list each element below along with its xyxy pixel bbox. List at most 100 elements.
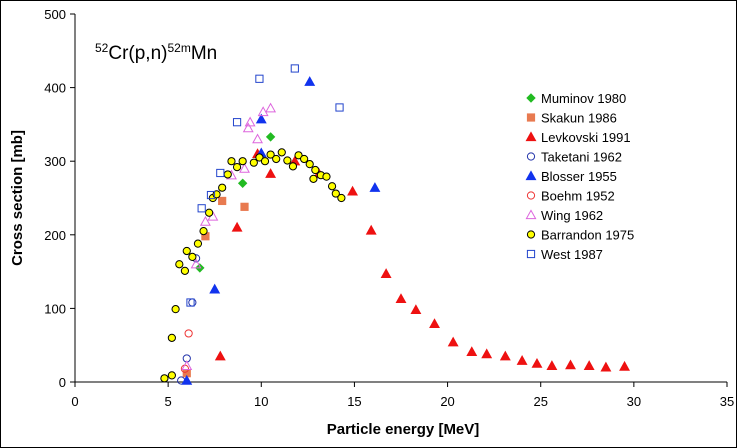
data-point: [309, 174, 318, 183]
legend-marker: [526, 249, 536, 259]
title-product: Mn: [191, 43, 217, 64]
data-point: [481, 348, 493, 359]
data-point: [257, 106, 269, 117]
x-tick-label: 15: [347, 394, 361, 409]
data-point: [327, 182, 337, 191]
legend-item: Muminov 1980: [526, 91, 626, 106]
y-axis-label: Cross section [mb]: [9, 130, 26, 266]
data-point: [160, 374, 169, 383]
data-point: [181, 374, 193, 385]
data-point: [255, 74, 264, 83]
y-tick-label: 400: [44, 81, 66, 96]
data-point: [190, 258, 202, 269]
series-blosser-1955: [181, 76, 381, 385]
data-point: [180, 266, 190, 275]
x-tick-label: 35: [720, 394, 734, 409]
x-tick-label: 10: [254, 394, 268, 409]
x-tick-label: 30: [627, 394, 641, 409]
data-point: [231, 221, 243, 232]
x-tick-label: 20: [440, 394, 454, 409]
data-point: [260, 157, 270, 166]
data-point: [214, 350, 226, 361]
data-point: [322, 172, 331, 181]
data-points: [160, 64, 630, 385]
y-tick-labels: 0 100 200 300 400 500: [44, 7, 66, 390]
legend-item: Wing 1962: [525, 208, 603, 223]
x-tick-label: 25: [533, 394, 547, 409]
data-point: [242, 122, 254, 133]
legend-item: Skakun 1986: [526, 111, 617, 126]
data-point: [232, 118, 242, 127]
legend-marker: [526, 93, 536, 103]
data-point: [205, 208, 214, 217]
legend-item: Boehm 1952: [526, 189, 615, 204]
series-barrandon-1975: [160, 148, 346, 383]
x-tick-labels: 0 5 10 15 20 25 30 35: [71, 394, 734, 409]
data-point: [265, 168, 277, 178]
legend-marker: [526, 230, 536, 239]
x-tick-label: 5: [165, 394, 172, 409]
legend-item: West 1987: [526, 247, 603, 262]
legend-label: Skakun 1986: [541, 111, 617, 126]
series-muminov-1980: [195, 132, 276, 273]
y-tick-label: 100: [44, 301, 66, 316]
legend-marker: [526, 152, 536, 161]
data-point: [237, 178, 248, 188]
data-point: [238, 157, 247, 166]
data-point: [265, 132, 276, 142]
data-point: [181, 360, 193, 370]
data-point: [223, 170, 232, 179]
legend-label: Taketani 1962: [541, 150, 622, 165]
data-point: [244, 116, 256, 127]
legend: Muminov 1980 Skakun 1986 Levkovski 1991 Tak…: [525, 91, 634, 262]
legend-marker: [526, 113, 536, 122]
data-point: [218, 183, 227, 192]
x-tick-label: 0: [71, 394, 78, 409]
data-point: [197, 204, 206, 213]
data-point: [600, 361, 612, 372]
data-point: [255, 153, 264, 162]
chart-title: 52Cr(p,n)52mMn: [95, 41, 217, 64]
data-point: [583, 360, 595, 370]
data-point: [369, 182, 381, 192]
data-point: [619, 360, 630, 371]
title-reaction: Cr(p,n): [108, 43, 167, 64]
legend-label: West 1987: [541, 247, 603, 262]
data-point: [199, 215, 211, 226]
data-point: [186, 298, 195, 307]
legend-item: Blosser 1955: [525, 169, 617, 184]
data-point: [188, 252, 197, 261]
data-point: [331, 189, 340, 198]
legend-item: Barrandon 1975: [526, 228, 634, 243]
data-point: [410, 304, 422, 315]
legend-marker: [525, 209, 537, 220]
legend-label: Boehm 1952: [541, 189, 615, 204]
legend-marker: [525, 170, 537, 181]
data-point: [218, 196, 227, 206]
data-point: [565, 359, 576, 370]
data-point: [252, 133, 264, 144]
legend-label: Wing 1962: [541, 208, 603, 223]
data-point: [429, 318, 440, 329]
data-point: [294, 151, 303, 160]
data-point: [171, 305, 180, 314]
data-point: [239, 162, 250, 173]
y-tick-label: 200: [44, 228, 66, 243]
title-sup-mass-product: 52m: [167, 41, 190, 55]
title-sup-mass-target: 52: [95, 41, 109, 55]
legend-item: Levkovski 1991: [525, 130, 631, 145]
data-point: [499, 350, 511, 361]
data-point: [266, 150, 275, 159]
series-west-1987: [186, 64, 344, 307]
data-point: [337, 193, 346, 203]
data-point: [395, 293, 407, 304]
data-point: [240, 202, 249, 211]
data-point: [380, 268, 392, 278]
data-point: [283, 156, 292, 165]
data-point: [216, 168, 225, 178]
data-point: [175, 260, 184, 269]
data-point: [288, 162, 298, 171]
data-point: [182, 246, 191, 256]
